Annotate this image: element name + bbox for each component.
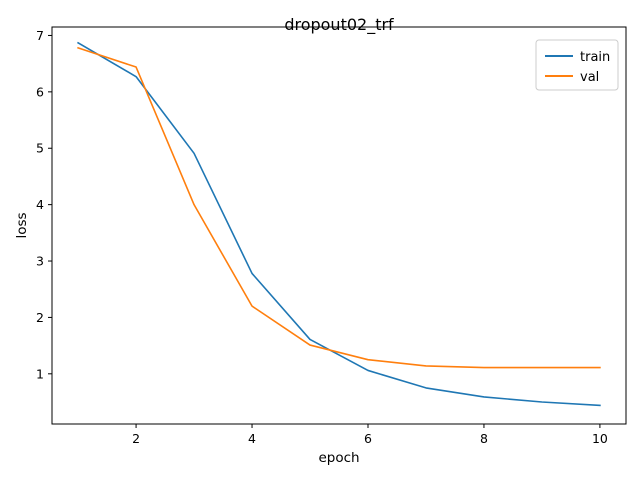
y-tick-label: 4: [36, 197, 44, 212]
series-line-val: [77, 46, 601, 369]
x-tick-label: 8: [480, 431, 488, 446]
series-layer: [76, 41, 601, 407]
chart-title: dropout02_trf: [284, 15, 394, 35]
y-tick-label: 2: [36, 310, 44, 325]
legend-box: [535, 39, 619, 91]
y-tick-label: 3: [36, 254, 44, 269]
legend: train val: [535, 39, 619, 91]
y-tick-label: 5: [36, 141, 44, 156]
x-tick-label: 6: [364, 431, 372, 446]
series-line-train: [76, 41, 601, 407]
legend-label-train: train: [580, 50, 610, 65]
y-tick-label: 7: [36, 28, 44, 43]
y-tick-label: 1: [36, 366, 44, 381]
y-axis-label: loss: [14, 212, 30, 238]
x-axis-label: epoch: [318, 450, 359, 466]
plot-frame: [51, 26, 627, 425]
x-tick-label: 10: [592, 431, 608, 446]
y-tick-label: 6: [36, 84, 44, 99]
x-tick-label: 2: [132, 431, 140, 446]
x-tick-label: 4: [248, 431, 256, 446]
legend-label-val: val: [580, 70, 599, 85]
